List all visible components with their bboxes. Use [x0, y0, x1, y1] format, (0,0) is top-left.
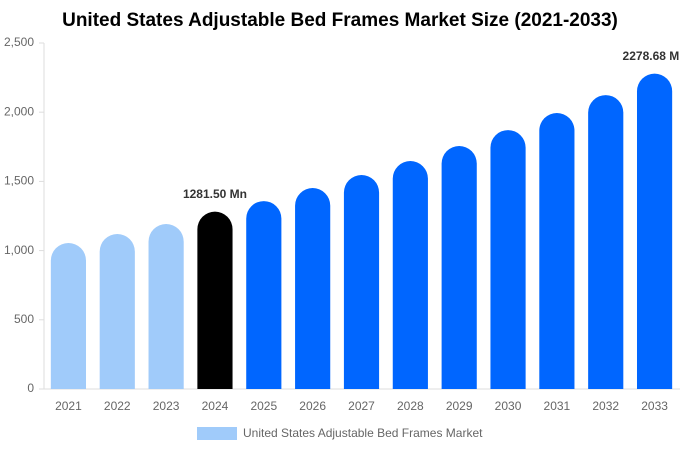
y-tick-label: 2,000: [4, 104, 34, 118]
x-tick-label: 2024: [202, 399, 229, 413]
x-tick-label: 2023: [153, 399, 180, 413]
x-tick-label: 2031: [544, 399, 571, 413]
y-tick-label: 0: [27, 381, 34, 395]
legend-swatch: [197, 427, 237, 440]
bar: [636, 73, 673, 389]
x-tick-label: 2029: [446, 399, 473, 413]
y-tick-label: 1,000: [4, 243, 34, 257]
x-tick-label: 2022: [104, 399, 131, 413]
bar: [148, 224, 184, 389]
bar: [197, 211, 233, 389]
bar: [441, 145, 477, 389]
bar: [246, 201, 282, 389]
x-tick-label: 2026: [299, 399, 326, 413]
chart-title: United States Adjustable Bed Frames Mark…: [62, 10, 618, 31]
bar: [490, 130, 526, 389]
bar: [588, 95, 624, 389]
y-tick-label: 500: [14, 312, 34, 326]
x-tick-label: 2033: [641, 399, 668, 413]
x-tick-label: 2028: [397, 399, 424, 413]
x-tick-label: 2027: [348, 399, 375, 413]
bar: [343, 175, 380, 389]
bar: [539, 113, 575, 389]
bar: [99, 234, 135, 389]
bar: [392, 161, 428, 389]
legend-label: United States Adjustable Bed Frames Mark…: [243, 426, 483, 440]
data-label: 2278.68 Mn: [623, 49, 680, 63]
x-tick-label: 2030: [495, 399, 522, 413]
y-tick-label: 2,500: [4, 35, 34, 49]
y-tick-label: 1,500: [4, 174, 34, 188]
x-tick-label: 2032: [592, 399, 619, 413]
x-tick-label: 2025: [250, 399, 277, 413]
bar: [50, 242, 87, 389]
x-tick-label: 2021: [55, 399, 82, 413]
data-label: 1281.50 Mn: [183, 187, 247, 201]
bar: [295, 188, 331, 389]
